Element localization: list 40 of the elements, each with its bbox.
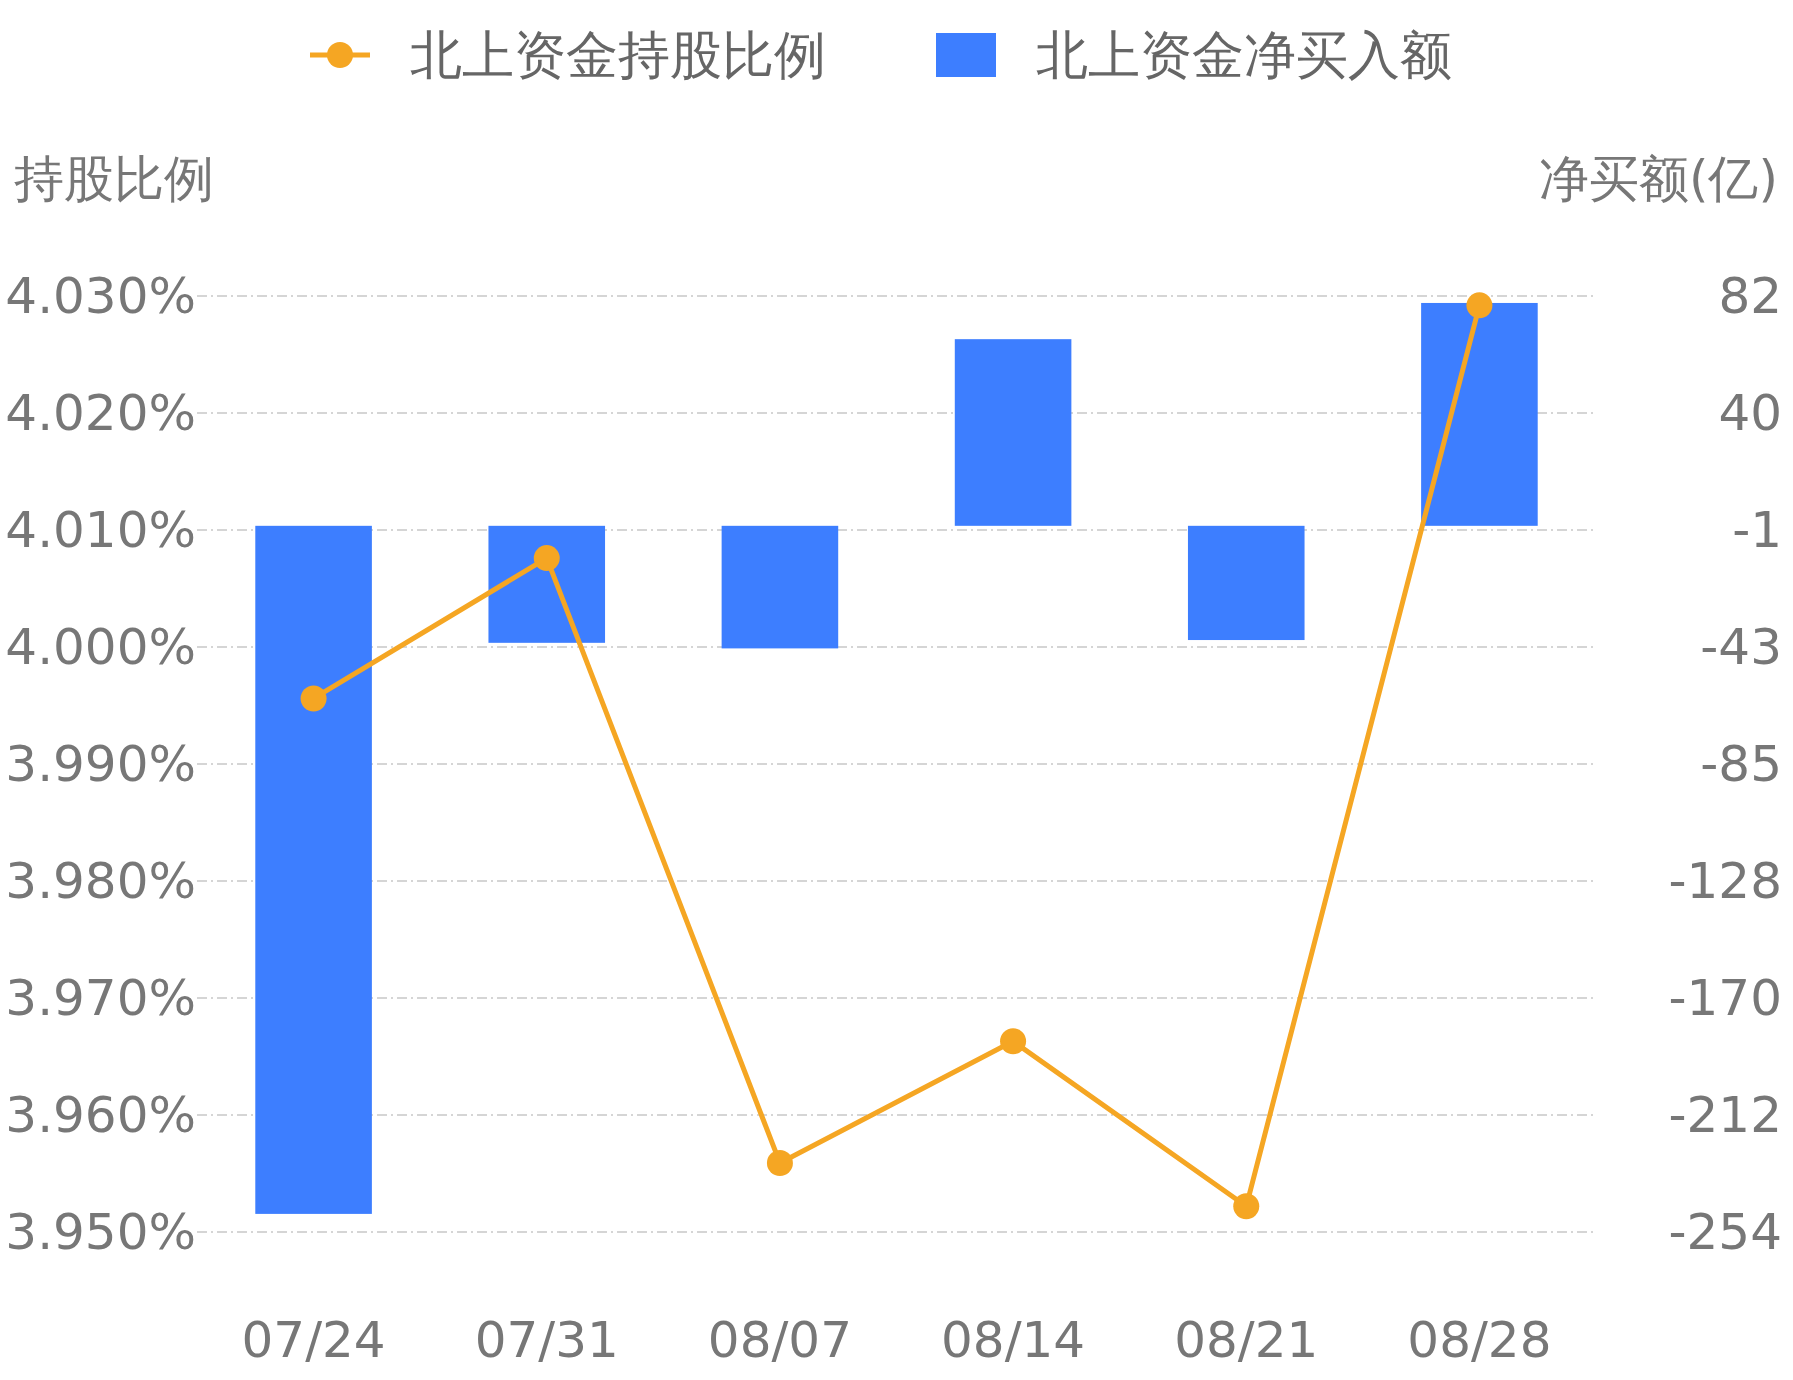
- bar: [488, 525, 606, 643]
- legend-label: 北上资金净买入额: [1036, 25, 1452, 85]
- y2-tick-label: 82: [1718, 267, 1782, 325]
- x-tick-label: 08/07: [707, 1311, 852, 1369]
- y-tick-label: 3.960%: [5, 1086, 196, 1144]
- bar: [954, 339, 1072, 526]
- y2-tick-label: -254: [1668, 1203, 1782, 1261]
- y-tick-label: 3.950%: [5, 1203, 196, 1261]
- y-tick-label: 4.030%: [5, 267, 196, 325]
- x-tick-label: 07/24: [241, 1311, 386, 1369]
- y-axis-title: 持股比例: [14, 150, 214, 208]
- point: [1233, 1193, 1260, 1220]
- point: [533, 545, 560, 572]
- y2-axis-title: 净买额(亿): [1538, 150, 1778, 208]
- y2-tick-label: -128: [1668, 852, 1782, 910]
- point: [766, 1149, 793, 1176]
- bar: [1421, 302, 1538, 526]
- point: [300, 685, 327, 712]
- y-tick-label: 4.020%: [5, 384, 196, 442]
- y2-tick-label: -1: [1732, 501, 1782, 559]
- point: [1000, 1028, 1027, 1055]
- y-tick-label: 3.970%: [5, 969, 196, 1027]
- y-tick-label: 4.010%: [5, 501, 196, 559]
- x-tick-label: 08/21: [1174, 1311, 1319, 1369]
- y2-tick-label: -170: [1668, 969, 1782, 1027]
- y-tick-label: 4.000%: [5, 618, 196, 676]
- y2-tick-label: -43: [1700, 618, 1782, 676]
- bar: [1187, 525, 1305, 641]
- y2-tick-label: -212: [1668, 1086, 1782, 1144]
- bar: [255, 525, 372, 1214]
- x-tick-label: 08/28: [1407, 1311, 1552, 1369]
- x-tick-label: 08/14: [941, 1311, 1086, 1369]
- legend-label: 北上资金持股比例: [410, 25, 826, 85]
- bar: [721, 525, 839, 649]
- y2-tick-label: -85: [1700, 735, 1782, 793]
- x-tick-label: 07/31: [474, 1311, 619, 1369]
- point: [1466, 292, 1493, 319]
- y-tick-label: 3.980%: [5, 852, 196, 910]
- y-tick-label: 3.990%: [5, 735, 196, 793]
- y2-tick-label: 40: [1718, 384, 1782, 442]
